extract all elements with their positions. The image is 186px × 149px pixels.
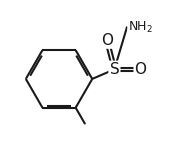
Text: S: S xyxy=(110,62,119,77)
Text: NH$_2$: NH$_2$ xyxy=(128,20,153,35)
Text: O: O xyxy=(101,33,113,48)
Text: O: O xyxy=(134,62,146,77)
